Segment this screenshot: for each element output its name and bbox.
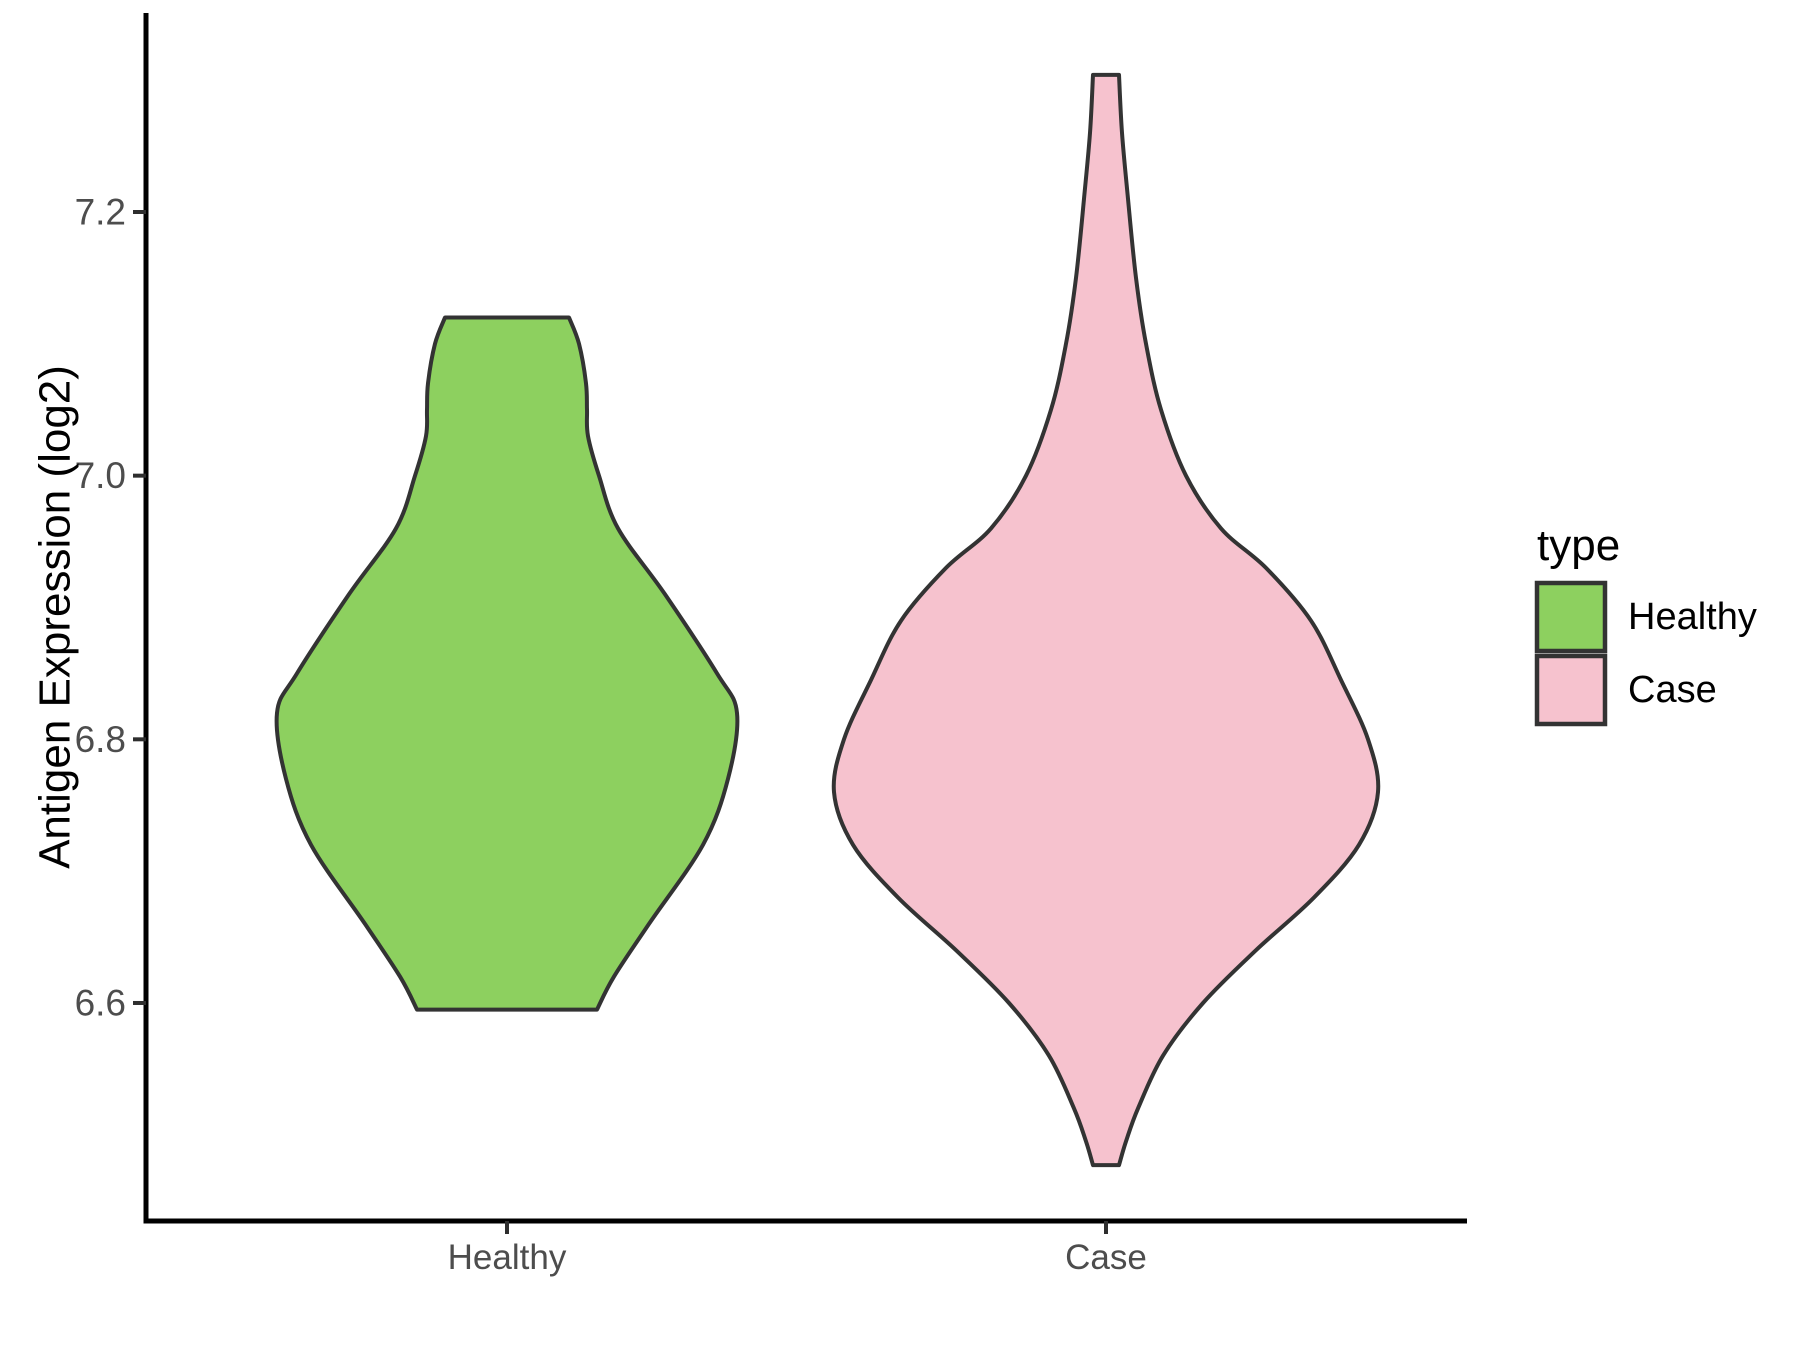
legend-label-case: Case (1628, 669, 1717, 711)
y-axis-title: Antigen Expression (log2) (31, 365, 80, 869)
violin-case (831, 72, 1381, 1168)
x-tick-label-case: Case (1065, 1238, 1147, 1277)
violins-layer (274, 72, 1381, 1168)
y-tick-label: 6.8 (75, 719, 126, 760)
x-tick-label-healthy: Healthy (448, 1238, 567, 1277)
legend-key-healthy-swatch (1534, 580, 1608, 654)
axes-layer: 7.2 7.0 6.8 6.6 Healthy Case (75, 13, 1467, 1277)
legend-key-case-swatch (1534, 653, 1608, 727)
y-tick-label: 6.6 (75, 982, 126, 1023)
y-tick-label: 7.0 (75, 455, 126, 496)
violin-healthy (274, 315, 740, 1012)
legend-title: type (1537, 521, 1620, 570)
legend: type Healthy Case (1534, 521, 1757, 727)
y-tick-label: 7.2 (75, 192, 126, 233)
legend-label-healthy: Healthy (1628, 596, 1757, 638)
